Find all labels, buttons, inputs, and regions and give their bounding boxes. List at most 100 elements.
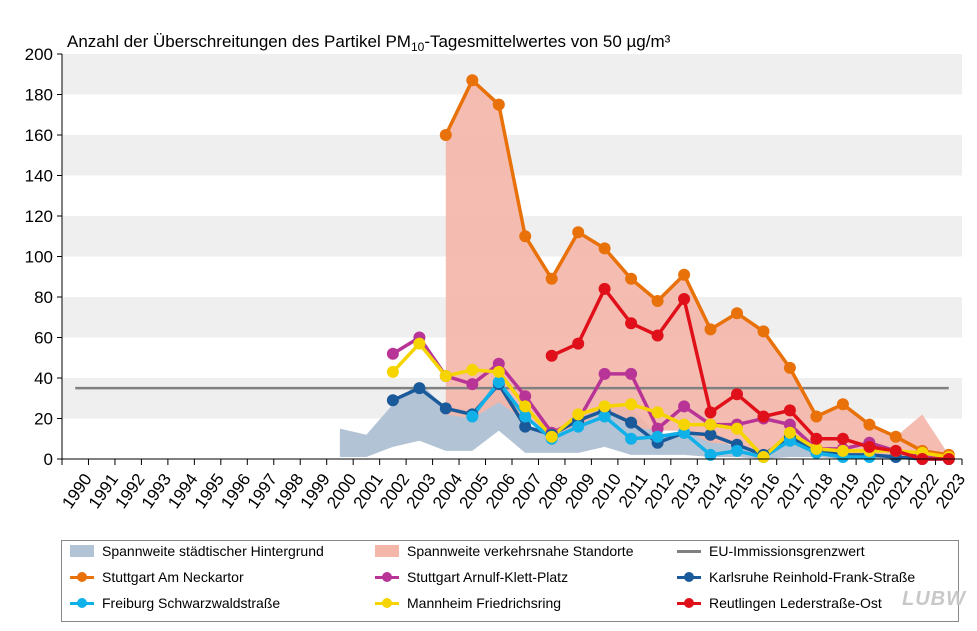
lubw-logo: LUBW: [902, 588, 966, 610]
series-point-0: [678, 268, 691, 281]
series-point-3: [704, 448, 717, 461]
chart-title: Anzahl der Überschreitungen des Partikel…: [67, 32, 671, 54]
series-point-2: [704, 428, 717, 441]
series-point-1: [386, 347, 399, 360]
series-point-4: [492, 365, 505, 378]
series-point-5: [731, 388, 743, 401]
series-point-4: [836, 444, 849, 457]
series-point-0: [757, 325, 770, 338]
series-point-5: [783, 404, 796, 417]
band-traffic-range: [445, 80, 949, 458]
series-point-4: [439, 370, 452, 382]
series-point-3: [731, 444, 743, 457]
series-point-1: [519, 390, 532, 403]
legend-item: Reutlingen Lederstraße-Ost: [677, 595, 882, 611]
series-point-4: [651, 406, 664, 419]
series-point-0: [439, 129, 452, 141]
series-point-4: [572, 408, 585, 421]
series-point-0: [519, 230, 532, 243]
series-point-4: [678, 418, 691, 431]
series-point-4: [704, 418, 717, 431]
legend-item: Spannweite städtischer Hintergrund: [70, 543, 324, 559]
series-point-0: [466, 74, 479, 87]
y-tick-label: 160: [25, 126, 53, 145]
y-tick-label: 80: [34, 288, 53, 307]
series-point-0: [731, 307, 743, 320]
series-point-4: [545, 430, 558, 443]
x-tick-label: 2023: [932, 470, 969, 512]
legend-swatch-band: [70, 545, 94, 557]
series-point-0: [598, 242, 611, 255]
series-point-0: [704, 323, 717, 336]
series-point-0: [889, 430, 902, 443]
series-point-0: [783, 361, 796, 374]
series-point-1: [678, 400, 691, 413]
range-bands: [339, 80, 949, 459]
y-tick-label: 100: [25, 248, 53, 267]
series-point-5: [678, 293, 691, 305]
legend-item: Freiburg Schwarzwaldstraße: [70, 595, 280, 611]
series-point-0: [625, 272, 638, 285]
series-point-0: [492, 98, 505, 111]
series-line-4: [391, 341, 950, 459]
series-point-0: [836, 398, 849, 411]
series-point-0: [863, 418, 876, 431]
series-point-2: [439, 402, 452, 415]
legend-label: Mannheim Friedrichsring: [407, 595, 562, 611]
series-point-4: [731, 422, 743, 435]
y-tick-label: 40: [34, 369, 53, 388]
series-point-5: [625, 317, 638, 330]
chart-legend: Spannweite städtischer Hintergrund Spannw…: [61, 540, 959, 622]
series-point-4: [783, 426, 796, 439]
background-stripe: [62, 54, 962, 95]
series-point-1: [466, 378, 479, 391]
series-point-4: [466, 363, 479, 376]
series-point-3: [625, 432, 638, 445]
legend-label: Spannweite städtischer Hintergrund: [102, 543, 324, 559]
series-point-1: [598, 367, 611, 380]
legend-item: Mannheim Friedrichsring: [375, 595, 561, 611]
series-point-4: [757, 451, 770, 463]
legend-label: Stuttgart Arnulf-Klett-Platz: [407, 569, 569, 585]
legend-swatch-line: [677, 597, 701, 608]
series-point-3: [572, 420, 585, 433]
series-point-3: [466, 410, 479, 423]
x-tick-label: 2010: [588, 470, 625, 512]
y-tick-label: 180: [25, 86, 53, 105]
series-point-0: [545, 272, 558, 285]
series-point-5: [889, 444, 902, 457]
series-point-5: [836, 432, 849, 445]
legend-swatch-band: [375, 545, 399, 557]
y-tick-label: 200: [25, 45, 53, 64]
legend-label: Freiburg Schwarzwaldstraße: [102, 595, 281, 611]
legend-marker: [684, 597, 694, 608]
legend-marker: [382, 571, 392, 582]
series-point-3: [598, 410, 611, 423]
legend-swatch-line: [677, 549, 701, 553]
y-tick-label: 20: [34, 410, 53, 429]
series-point-2: [386, 394, 399, 407]
series-point-5: [598, 282, 611, 295]
series-point-5: [704, 406, 717, 419]
series-point-5: [651, 329, 664, 342]
series-point-2: [413, 382, 426, 395]
series-point-3: [492, 376, 505, 389]
legend-swatch-line: [70, 597, 94, 608]
series-point-4: [810, 442, 823, 455]
legend-item: Stuttgart Arnulf-Klett-Platz: [375, 569, 568, 585]
series-point-5: [545, 349, 558, 362]
series-point-3: [519, 410, 532, 423]
y-tick-label: 140: [25, 167, 53, 186]
series-point-1: [625, 367, 638, 380]
y-axis-ticks: 0 20 40 60 80 100 120 140 160 180 200: [25, 45, 62, 469]
chart-title-subscript: 10: [411, 40, 425, 54]
legend-swatch-line: [375, 571, 399, 582]
series-point-5: [863, 440, 876, 453]
legend-label: Reutlingen Lederstraße-Ost: [709, 595, 882, 611]
legend-swatch-line: [70, 571, 94, 582]
legend-item: Spannweite verkehrsnahe Standorte: [375, 543, 633, 559]
legend-label: EU-Immissionsgrenzwert: [709, 543, 865, 559]
legend-marker: [382, 597, 392, 608]
y-tick-label: 0: [44, 450, 53, 469]
y-tick-label: 60: [34, 329, 53, 348]
